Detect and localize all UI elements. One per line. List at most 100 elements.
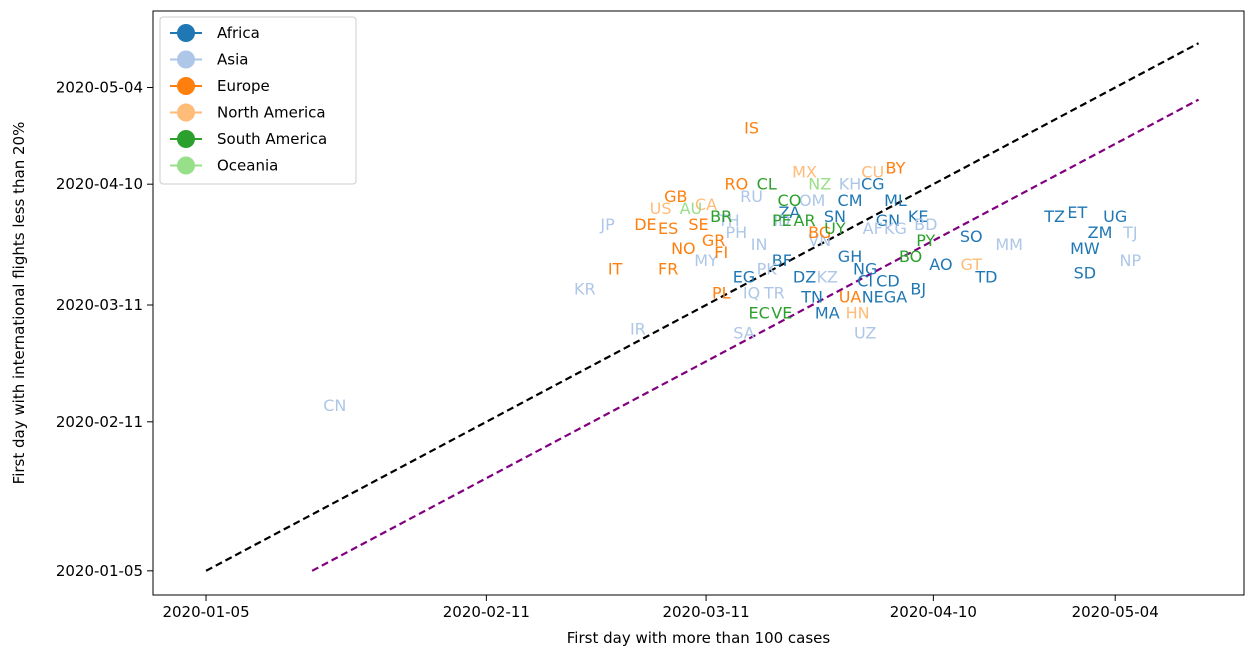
legend-label: Asia [217, 51, 248, 69]
point-label: AO [929, 255, 952, 274]
point-label: ID [773, 211, 790, 230]
point-label: FI [714, 243, 728, 262]
point-label: MX [792, 163, 817, 182]
legend-item: North America [170, 103, 326, 122]
x-tick-label: 2020-04-10 [890, 603, 977, 621]
point-label: BR [710, 207, 732, 226]
point-label: BO [899, 247, 922, 266]
point-label: KR [574, 279, 596, 298]
point-label: GR [702, 231, 726, 250]
point-label: DE [634, 215, 656, 234]
point-label: GB [664, 187, 687, 206]
point-label: CA [695, 195, 717, 214]
x-tick-label: 2020-05-04 [1072, 603, 1159, 621]
point-label: AF [863, 219, 883, 238]
point-label: BD [914, 215, 937, 234]
point-label: MW [1070, 239, 1100, 258]
x-tick-label: 2020-03-11 [662, 603, 749, 621]
y-tick-label: 2020-01-05 [56, 562, 143, 580]
y-axis-ticks: 2020-01-05 2020-02-11 2020-03-11 2020-04-10… [56, 79, 153, 580]
point-label: EC [748, 304, 769, 323]
point-label: JP [599, 215, 615, 234]
legend-item: South America [170, 130, 327, 148]
point-label: OM [799, 191, 825, 210]
point-label: KZ [817, 267, 838, 286]
point-label: DZ [793, 267, 816, 286]
y-tick-label: 2020-03-11 [56, 296, 143, 314]
point-label: US [650, 199, 672, 218]
legend-box [159, 16, 357, 185]
point-label: CN [323, 396, 346, 415]
point-label: VE [771, 304, 792, 323]
point-label: TH [717, 211, 740, 230]
point-label: SD [1074, 263, 1096, 282]
point-label: BF [772, 251, 792, 270]
legend-label: South America [217, 130, 327, 148]
point-label: BG [808, 223, 831, 242]
legend-label: Africa [217, 24, 260, 42]
x-axis-label: First day with more than 100 cases [567, 629, 831, 647]
point-label: TD [974, 267, 997, 286]
legend: Africa Asia Europe North America South Ameri… [159, 16, 357, 185]
point-label: PH [726, 223, 748, 242]
axes [152, 10, 1245, 596]
legend-item: Asia [170, 50, 248, 69]
x-tick-label: 2020-02-11 [443, 603, 530, 621]
point-label: ET [1067, 203, 1087, 222]
point-label: HN [846, 304, 870, 323]
point-label: RU [740, 187, 763, 206]
point-label: UG [1103, 207, 1127, 226]
point-label: CO [778, 191, 802, 210]
point-label: BY [886, 159, 906, 178]
point-label: AR [794, 211, 816, 230]
point-label: TR [763, 283, 785, 302]
reference-line-0 [205, 42, 1200, 572]
x-axis-ticks: 2020-01-05 2020-02-11 2020-03-11 2020-04-10… [162, 595, 1159, 621]
legend-marker [177, 156, 195, 175]
point-label: CL [757, 175, 777, 194]
y-tick-label: 2020-02-11 [56, 413, 143, 431]
point-label: EG [733, 267, 756, 286]
legend-label: Oceania [217, 157, 278, 175]
y-axis-label: First day with international flights les… [10, 122, 28, 485]
point-label: GT [960, 255, 982, 274]
point-label: PY [916, 231, 935, 250]
point-label: MY [694, 251, 718, 270]
reference-lines [205, 42, 1200, 572]
point-label: NO [671, 239, 696, 258]
reference-line-1 [311, 98, 1200, 572]
plot-frame [152, 10, 1245, 596]
point-label: CU [861, 163, 884, 182]
legend-marker [177, 103, 195, 122]
legend-marker [177, 24, 195, 42]
point-label: UZ [854, 324, 876, 343]
point-label: RO [725, 175, 749, 194]
point-label: SO [960, 227, 983, 246]
point-label: MM [995, 235, 1023, 254]
point-label: PK [757, 259, 778, 278]
legend-item: Africa [170, 24, 260, 42]
point-label: UA [839, 287, 862, 306]
point-label: CG [861, 175, 885, 194]
point-label: AU [680, 199, 703, 218]
legend-marker [177, 50, 195, 69]
point-label: SA [733, 324, 754, 343]
point-label: NE [862, 287, 884, 306]
point-label: KH [839, 175, 862, 194]
point-label: KE [908, 207, 929, 226]
point-label: CD [876, 271, 900, 290]
point-label: UY [824, 219, 846, 238]
legend-item: Oceania [170, 156, 278, 175]
legend-marker [177, 130, 195, 148]
point-label: TN [800, 287, 823, 306]
point-label: TZ [1043, 207, 1065, 226]
point-label: NG [853, 259, 877, 278]
point-label: NP [1120, 251, 1142, 270]
legend-label: Europe [217, 77, 270, 95]
point-label: IR [630, 320, 646, 339]
point-label: PE [772, 211, 792, 230]
point-label: CI [857, 271, 873, 290]
point-label: IN [751, 235, 768, 254]
